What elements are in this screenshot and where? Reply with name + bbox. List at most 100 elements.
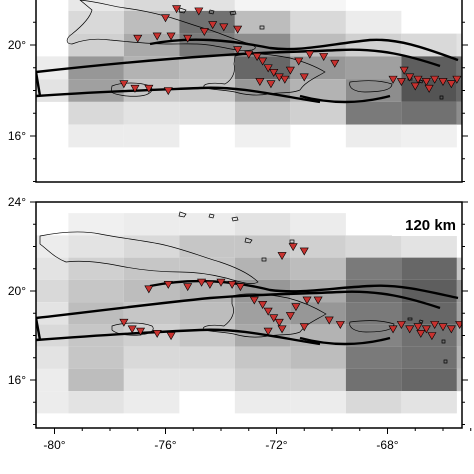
density-cell <box>179 302 235 325</box>
jamaica-coastline <box>110 82 153 97</box>
density-cell <box>345 235 402 258</box>
earthquake-marker <box>277 325 287 334</box>
density-cell <box>290 235 346 258</box>
earthquake-marker <box>136 327 146 336</box>
density-cell <box>345 391 402 414</box>
density-cell <box>401 346 457 369</box>
density-cell <box>290 368 346 392</box>
earthquake-marker <box>252 53 262 61</box>
density-cell <box>36 346 69 369</box>
earthquake-marker <box>152 32 162 41</box>
density-cell <box>290 101 346 125</box>
density-cell <box>401 235 457 258</box>
earthquake-marker <box>144 84 154 93</box>
bottom-longitude-ticks: -80°-76°-72°-68°-64° <box>43 428 472 452</box>
density-cell <box>123 302 180 325</box>
top-latitude-ticks: 20° 16° <box>8 21 468 182</box>
top-subduction-trench <box>149 38 459 62</box>
earthquake-marker <box>399 66 409 75</box>
lon-tick-label: -68° <box>376 438 398 452</box>
bahamas-coastline <box>178 7 265 30</box>
earthquake-marker <box>277 252 287 261</box>
earthquake-marker <box>424 84 434 93</box>
top-earthquake-markers <box>119 5 462 96</box>
density-cell <box>36 235 69 258</box>
earthquake-marker <box>130 84 140 93</box>
earthquake-marker <box>244 50 254 59</box>
density-cell <box>456 302 462 325</box>
lat-tick-label: 24° <box>8 195 26 209</box>
lat-tick-label: 20° <box>8 38 26 52</box>
density-cell <box>234 302 291 325</box>
earthquake-marker <box>396 78 406 87</box>
earthquake-marker <box>263 64 273 73</box>
density-cell <box>401 368 457 392</box>
bottom-subduction-trench <box>149 279 459 300</box>
earthquake-marker <box>438 323 448 332</box>
earthquake-marker <box>197 278 207 287</box>
density-cell <box>345 302 402 325</box>
earthquake-marker <box>427 332 437 341</box>
density-cell <box>234 10 291 34</box>
earthquake-marker <box>299 73 309 82</box>
earthquake-marker <box>208 21 218 30</box>
earthquake-marker <box>294 57 304 66</box>
earthquake-marker <box>430 321 440 329</box>
density-cell <box>179 56 235 80</box>
density-cell <box>401 33 457 57</box>
earthquake-marker <box>421 325 431 334</box>
density-cell <box>36 79 69 102</box>
density-cell <box>234 56 291 80</box>
bottom-coastlines <box>39 211 448 364</box>
density-cell <box>401 101 457 125</box>
earthquake-marker <box>446 325 456 334</box>
density-cell <box>36 368 69 392</box>
lat-tick-label: 20° <box>8 284 26 298</box>
density-cell <box>401 302 457 325</box>
density-cell <box>68 235 124 258</box>
earthquake-marker <box>127 325 137 334</box>
density-cell <box>36 257 69 280</box>
earthquake-marker <box>410 82 420 91</box>
density-cell <box>36 56 69 80</box>
earthquake-marker <box>119 80 129 89</box>
density-cell <box>123 279 180 303</box>
earthquake-marker <box>405 73 415 82</box>
earthquake-marker <box>302 296 312 305</box>
earthquake-marker <box>152 329 162 338</box>
bottom-plate-boundaries <box>36 279 459 346</box>
density-cell <box>234 213 291 236</box>
earthquake-marker <box>194 7 204 16</box>
density-cell <box>68 391 124 414</box>
earthquake-marker <box>233 25 243 34</box>
density-cell <box>234 368 291 392</box>
density-cell <box>36 279 69 303</box>
density-cell <box>456 346 462 369</box>
density-cell <box>456 257 462 280</box>
density-cell <box>345 56 402 80</box>
density-cell <box>234 346 291 369</box>
earthquake-marker <box>274 318 284 327</box>
earthquake-marker <box>330 59 340 68</box>
lon-tick-label: -80° <box>43 438 65 452</box>
depth-label: 120 km <box>405 217 456 234</box>
density-cell <box>234 257 291 280</box>
earthquake-marker <box>438 78 448 87</box>
earthquake-marker <box>172 5 182 14</box>
top-southern-boundary <box>36 86 321 104</box>
density-cell <box>456 56 462 80</box>
earthquake-marker <box>269 314 279 323</box>
density-cell <box>68 213 124 236</box>
density-cell <box>179 79 235 102</box>
density-cell <box>234 124 291 148</box>
density-cell <box>234 391 291 414</box>
density-cell <box>123 124 180 148</box>
bottom-density-grid <box>36 213 462 414</box>
lon-tick-label: -72° <box>265 438 287 452</box>
earthquake-marker <box>416 329 426 338</box>
earthquake-marker <box>205 281 215 289</box>
density-cell <box>290 0 346 11</box>
earthquake-marker <box>263 327 273 336</box>
density-cell <box>68 10 124 34</box>
